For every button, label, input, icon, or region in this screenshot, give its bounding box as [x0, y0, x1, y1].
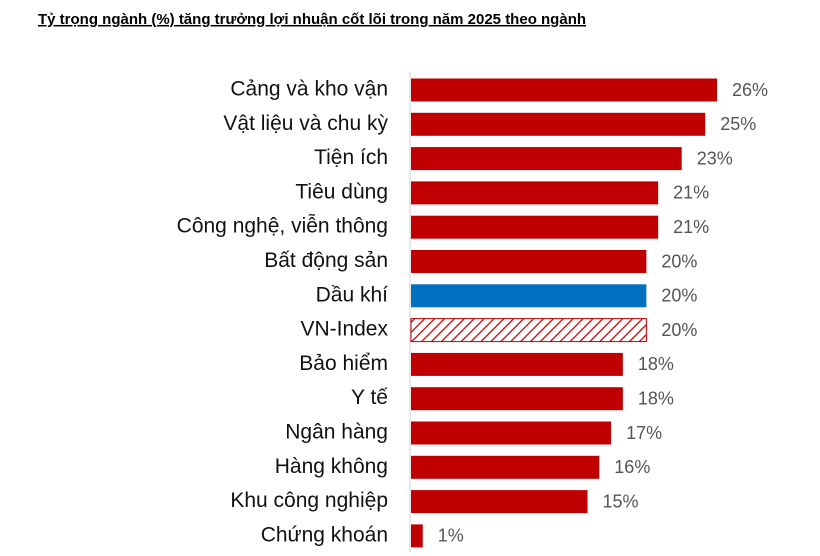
bar: [411, 78, 717, 102]
value-label: 20%: [661, 320, 697, 340]
y-tick-label: Chứng khoán: [261, 523, 388, 546]
bar: [411, 181, 659, 205]
value-label: 15%: [603, 491, 639, 511]
value-label: 18%: [638, 388, 674, 408]
bar: [411, 421, 612, 445]
y-tick-label: Vật liệu và chu kỳ: [223, 112, 388, 135]
y-tick-label: VN-Index: [300, 318, 388, 341]
bar: [411, 250, 647, 273]
value-label: 17%: [626, 423, 662, 443]
value-label: 26%: [732, 80, 768, 100]
value-label: 1%: [438, 526, 464, 546]
bar: [411, 524, 423, 548]
bar: [410, 318, 647, 343]
bar: [411, 352, 623, 376]
bar: [411, 215, 659, 239]
y-tick-label: Công nghệ, viễn thông: [177, 215, 388, 238]
chart-title: Tỷ trọng ngành (%) tăng trưởng lợi nhuận…: [38, 11, 586, 28]
y-tick-label: Bất động sản: [264, 249, 388, 272]
value-label: 21%: [673, 217, 709, 237]
value-label: 21%: [673, 183, 709, 203]
value-label: 25%: [720, 114, 756, 134]
y-tick-label: Ngân hàng: [285, 421, 388, 444]
bar: [411, 284, 647, 308]
bar: [411, 112, 706, 136]
value-label: 18%: [638, 354, 674, 374]
y-tick-label: Cảng và kho vận: [230, 78, 388, 101]
y-tick-label: Khu công nghiệp: [230, 489, 388, 512]
value-label: 20%: [661, 286, 697, 306]
bar: [411, 387, 623, 411]
y-tick-label: Dầu khí: [316, 283, 389, 306]
y-tick-label: Bảo hiểm: [299, 352, 388, 375]
value-label: 20%: [661, 251, 697, 271]
value-label: 16%: [614, 457, 650, 477]
bar: [411, 147, 682, 171]
bar: [411, 490, 588, 514]
y-tick-label: Tiêu dùng: [295, 180, 388, 203]
y-tick-label: Y tế: [351, 386, 388, 409]
bar: [411, 455, 600, 479]
y-tick-label: Hàng không: [275, 455, 388, 478]
y-tick-label: Tiện ích: [314, 146, 388, 169]
value-label: 23%: [697, 148, 733, 168]
